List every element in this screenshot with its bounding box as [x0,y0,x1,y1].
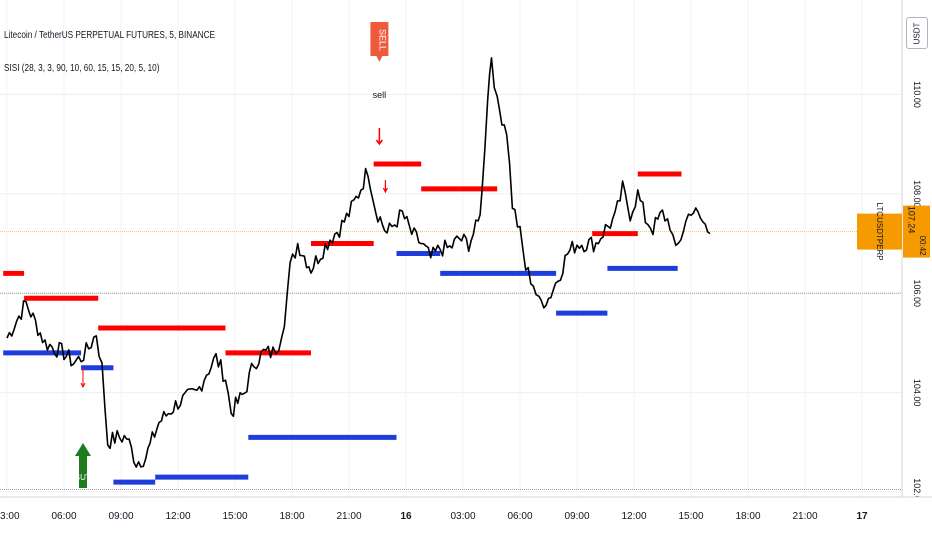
sell-signal-label: SELL [377,29,387,51]
time-tick-label: 16 [400,511,412,522]
time-tick-label: 15:00 [222,511,247,522]
time-tick-label: 06:00 [51,511,76,522]
sell-signal-sublabel: sell [373,90,387,100]
buy-signal: BUY [75,368,92,488]
buy-signal-label: BUY [75,473,92,482]
time-tick-label: 12:00 [621,511,646,522]
sell-arrow-icon [375,128,383,146]
price-tick-label: 104.00 [912,379,922,407]
buy-arrow-icon [80,368,86,389]
last-price-value: 107.24 [907,206,917,234]
time-tick-label: 06:00 [507,511,532,522]
time-tick-label: 09:00 [564,511,589,522]
price-tick-label: 106.00 [912,279,922,307]
buy-signal-flag [75,443,91,488]
time-tick-label: 03:00 [450,511,475,522]
sell-arrow-icon [382,180,388,194]
sell-signal: SELL sell [370,22,389,194]
ticker-badge [857,213,902,250]
time-tick-label: 18:00 [279,511,304,522]
time-tick-label: 03:00 [0,511,20,522]
ticker-label: LTCUSDTPERP [875,203,884,261]
indicator-legend[interactable]: SISI (28, 3, 3, 90, 10, 60, 15, 15, 20, … [4,63,160,74]
candle-countdown: 00:42 [918,236,927,257]
price-candles [6,57,711,468]
time-tick-label: 17 [856,511,868,522]
time-tick-label: 21:00 [792,511,817,522]
currency-label: USDT [912,22,922,44]
time-tick-label: 12:00 [165,511,190,522]
time-scale-bg [0,497,932,550]
symbol-title: Litecoin / TetherUS PERPETUAL FUTURES, 5… [4,30,215,41]
price-tick-label: 108.00 [912,180,922,208]
price-tick-label: 102.00 [912,478,922,506]
last-price-badge [903,205,930,258]
time-tick-label: 21:00 [336,511,361,522]
time-tick-label: 15:00 [678,511,703,522]
currency-button[interactable]: USDT [906,17,928,49]
sell-signal-flag [370,22,389,62]
price-tick-label: 110.00 [912,81,922,108]
time-tick-label: 18:00 [735,511,760,522]
time-tick-label: 09:00 [108,511,133,522]
